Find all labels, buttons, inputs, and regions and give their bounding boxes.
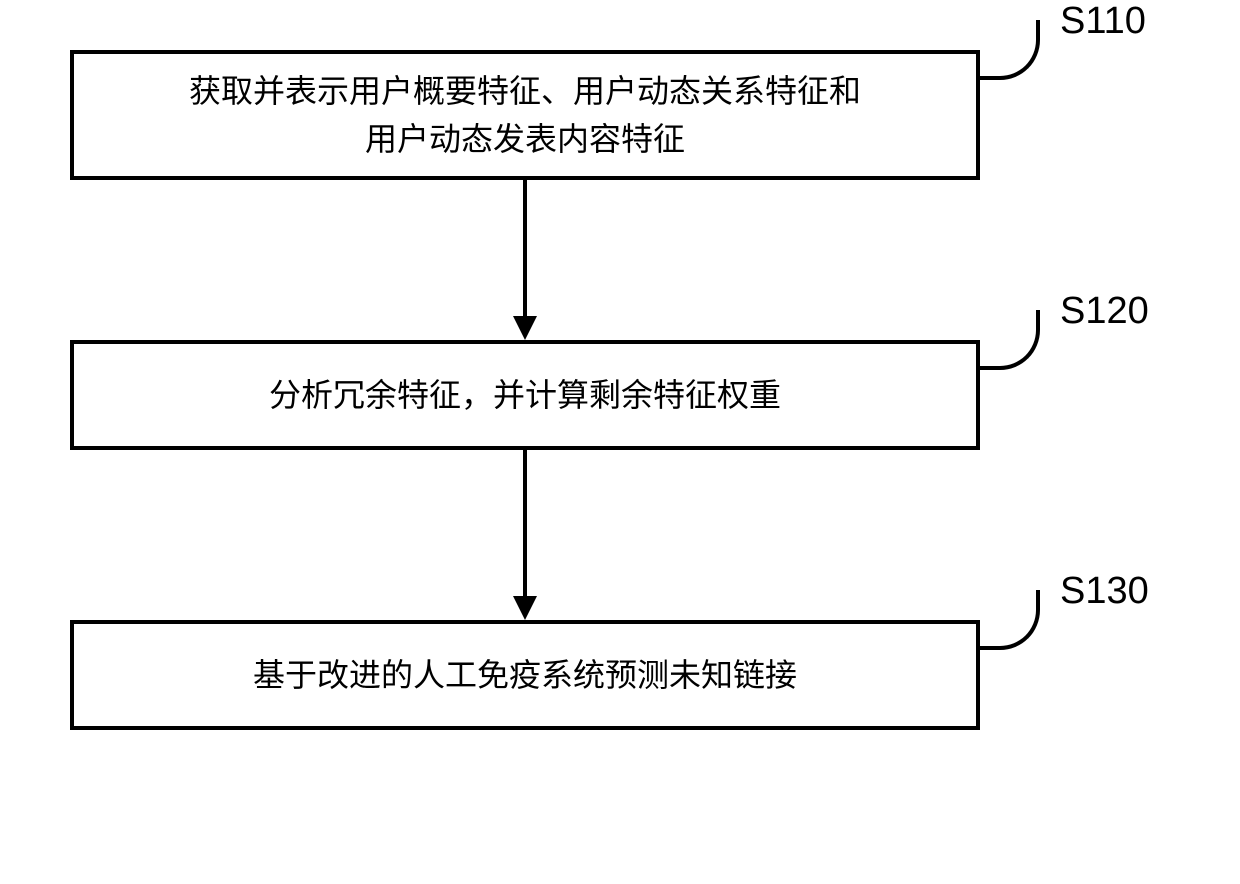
step-text-3: 基于改进的人工免疫系统预测未知链接	[253, 651, 797, 699]
step-label-3: S130	[1060, 570, 1149, 613]
step-text-2: 分析冗余特征，并计算剩余特征权重	[269, 371, 781, 419]
label-connector-3	[980, 590, 1040, 650]
step-box-3: 基于改进的人工免疫系统预测未知链接	[70, 620, 980, 730]
label-connector-1	[980, 20, 1040, 80]
step-text-1: 获取并表示用户概要特征、用户动态关系特征和 用户动态发表内容特征	[189, 67, 861, 163]
step-1-line-2: 用户动态发表内容特征	[365, 121, 685, 157]
arrow-head-1	[513, 316, 537, 340]
step-label-2: S120	[1060, 290, 1149, 333]
step-3-line-1: 基于改进的人工免疫系统预测未知链接	[253, 657, 797, 693]
step-1-line-1: 获取并表示用户概要特征、用户动态关系特征和	[189, 73, 861, 109]
arrow-line-1	[523, 180, 527, 316]
step-2-line-1: 分析冗余特征，并计算剩余特征权重	[269, 377, 781, 413]
arrow-line-2	[523, 450, 527, 596]
label-connector-2	[980, 310, 1040, 370]
step-box-1: 获取并表示用户概要特征、用户动态关系特征和 用户动态发表内容特征	[70, 50, 980, 180]
step-label-1: S110	[1060, 0, 1146, 43]
step-box-2: 分析冗余特征，并计算剩余特征权重	[70, 340, 980, 450]
arrow-head-2	[513, 596, 537, 620]
